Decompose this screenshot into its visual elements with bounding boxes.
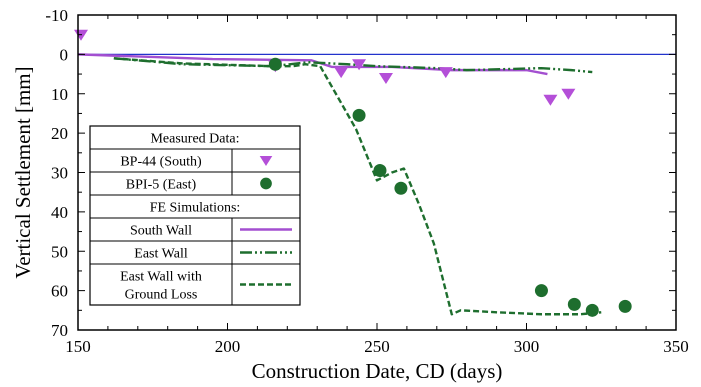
data-point-circle <box>567 297 581 311</box>
data-point-triangle <box>352 59 367 71</box>
legend: Measured Data: BP-44 (South) BPI-5 (East) F… <box>89 125 301 306</box>
legend-label: BPI-5 (East) <box>126 178 197 193</box>
y-tick-label: 60 <box>51 282 68 301</box>
y-tick-label: 10 <box>51 85 68 104</box>
data-point-triangle <box>334 67 349 79</box>
y-tick-label: 20 <box>51 124 68 143</box>
y-tick-label: 30 <box>51 164 68 183</box>
y-tick-label: 0 <box>60 45 69 64</box>
data-point-triangle <box>561 88 576 100</box>
data-point-circle <box>618 299 632 313</box>
series-line <box>77 53 548 76</box>
legend-header: FE Simulations: <box>150 201 241 216</box>
legend-label: South Wall <box>130 224 192 239</box>
data-point-circle <box>394 181 408 195</box>
y-axis-title: Vertical Settlement [mm] <box>11 66 35 278</box>
legend-label: East Wall <box>134 247 188 262</box>
data-point-circle <box>373 164 387 178</box>
legend-marker <box>259 156 273 166</box>
data-point-circle <box>268 57 282 71</box>
legend-label: East Wall with <box>120 270 202 285</box>
series-line <box>113 57 602 316</box>
data-point-circle <box>352 108 366 122</box>
data-point-circle <box>585 303 599 317</box>
data-point-triangle <box>73 29 88 41</box>
x-axis-title: Construction Date, CD (days) <box>252 359 503 383</box>
legend-marker <box>260 177 272 190</box>
data-point-triangle <box>378 73 393 85</box>
x-tick-label: 300 <box>514 337 540 356</box>
y-tick-label: 70 <box>51 321 68 340</box>
y-tick-label: 50 <box>51 242 68 261</box>
x-tick-label: 250 <box>364 337 390 356</box>
ticks-layer: 150 200 250 300 350 -10 0 10 20 30 40 50 60 70 <box>45 6 688 356</box>
data-point-triangle <box>543 94 558 106</box>
legend-header: Measured Data: <box>150 132 239 147</box>
series-layer <box>73 29 676 317</box>
y-tick-label: -10 <box>45 6 68 25</box>
y-tick-label: 40 <box>51 203 68 222</box>
x-tick-label: 150 <box>65 337 91 356</box>
legend-label: Ground Loss <box>125 288 198 303</box>
x-tick-label: 200 <box>215 337 241 356</box>
x-tick-label: 350 <box>663 337 689 356</box>
legend-box <box>89 125 301 306</box>
legend-label: BP-44 (South) <box>120 155 202 170</box>
data-point-triangle <box>438 67 453 79</box>
data-point-circle <box>534 284 548 298</box>
